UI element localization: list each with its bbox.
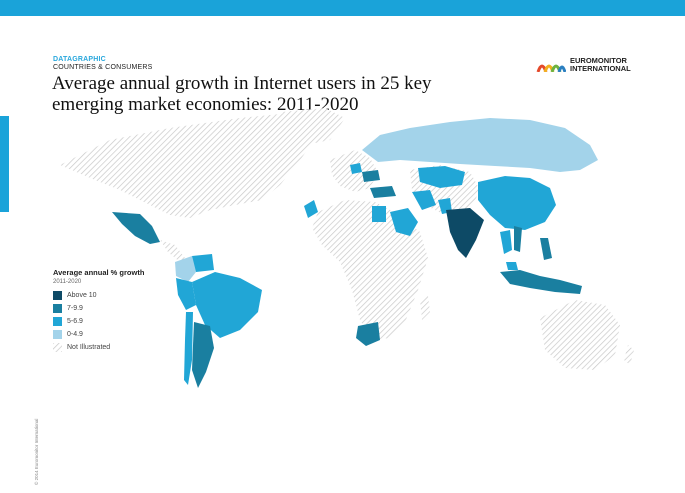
copyright-notice: © 2014 Euromonitor International [34, 418, 39, 485]
region-brazil [192, 272, 262, 338]
region-africa [312, 200, 428, 340]
legend-label: Above 10 [67, 292, 97, 299]
logo-line2: INTERNATIONAL [570, 64, 631, 73]
region-kazakhstan [418, 166, 465, 188]
region-north-america [60, 112, 318, 218]
region-turkey [370, 186, 396, 198]
eyebrow-primary: DATAGRAPHIC [53, 56, 106, 63]
legend-item-not-illustrated: Not Illustrated [53, 341, 144, 354]
region-central-america [160, 240, 185, 262]
legend-swatch [53, 291, 62, 300]
region-madagascar [420, 296, 430, 320]
region-vietnam [514, 226, 522, 252]
legend-label: 5-6.9 [67, 318, 83, 325]
legend-label: 0-4.9 [67, 331, 83, 338]
logo-mark-icon [536, 64, 566, 72]
region-south-africa [356, 322, 380, 346]
top-accent-bar [0, 0, 685, 16]
left-accent-bar [0, 116, 9, 212]
region-australia [540, 300, 620, 370]
region-indonesia [500, 270, 582, 294]
region-china [478, 176, 556, 230]
region-mexico [112, 212, 160, 244]
page-title: Average annual growth in Internet users … [52, 73, 432, 115]
region-thailand [500, 230, 512, 254]
region-venezuela [192, 254, 214, 272]
region-malaysia [506, 262, 518, 270]
legend-label: 7-9.9 [67, 305, 83, 312]
region-peru [176, 278, 196, 310]
legend-swatch [53, 304, 62, 313]
legend-title: Average annual % growth [53, 268, 145, 277]
region-ukraine [362, 170, 380, 182]
euromonitor-logo: EUROMONITOR INTERNATIONAL [536, 57, 631, 73]
legend-label: Not Illustrated [67, 344, 111, 351]
region-russia [362, 118, 598, 172]
map-legend: Average annual % growth 2011-2020 Above … [53, 268, 144, 354]
region-colombia [175, 256, 196, 282]
legend-item-0-4: 0-4.9 [53, 328, 144, 341]
legend-item-7-9: 7-9.9 [53, 302, 144, 315]
region-new-zealand [624, 345, 634, 365]
region-egypt [372, 206, 386, 222]
legend-swatch-hatched [53, 343, 62, 352]
legend-item-above-10: Above 10 [53, 289, 144, 302]
eyebrow-secondary: COUNTRIES & CONSUMERS [53, 64, 153, 71]
legend-item-5-6: 5-6.9 [53, 315, 144, 328]
region-argentina [192, 322, 214, 388]
logo-line1: EUROMONITOR [570, 56, 627, 65]
region-india [446, 208, 484, 258]
legend-swatch [53, 330, 62, 339]
legend-subtitle: 2011-2020 [53, 279, 82, 285]
region-morocco [304, 200, 318, 218]
region-greenland [282, 108, 345, 145]
region-poland [350, 163, 362, 174]
region-chile [184, 312, 193, 385]
region-philippines [540, 238, 552, 260]
legend-swatch [53, 317, 62, 326]
region-iran [412, 190, 436, 210]
region-saudi-arabia [390, 208, 418, 236]
